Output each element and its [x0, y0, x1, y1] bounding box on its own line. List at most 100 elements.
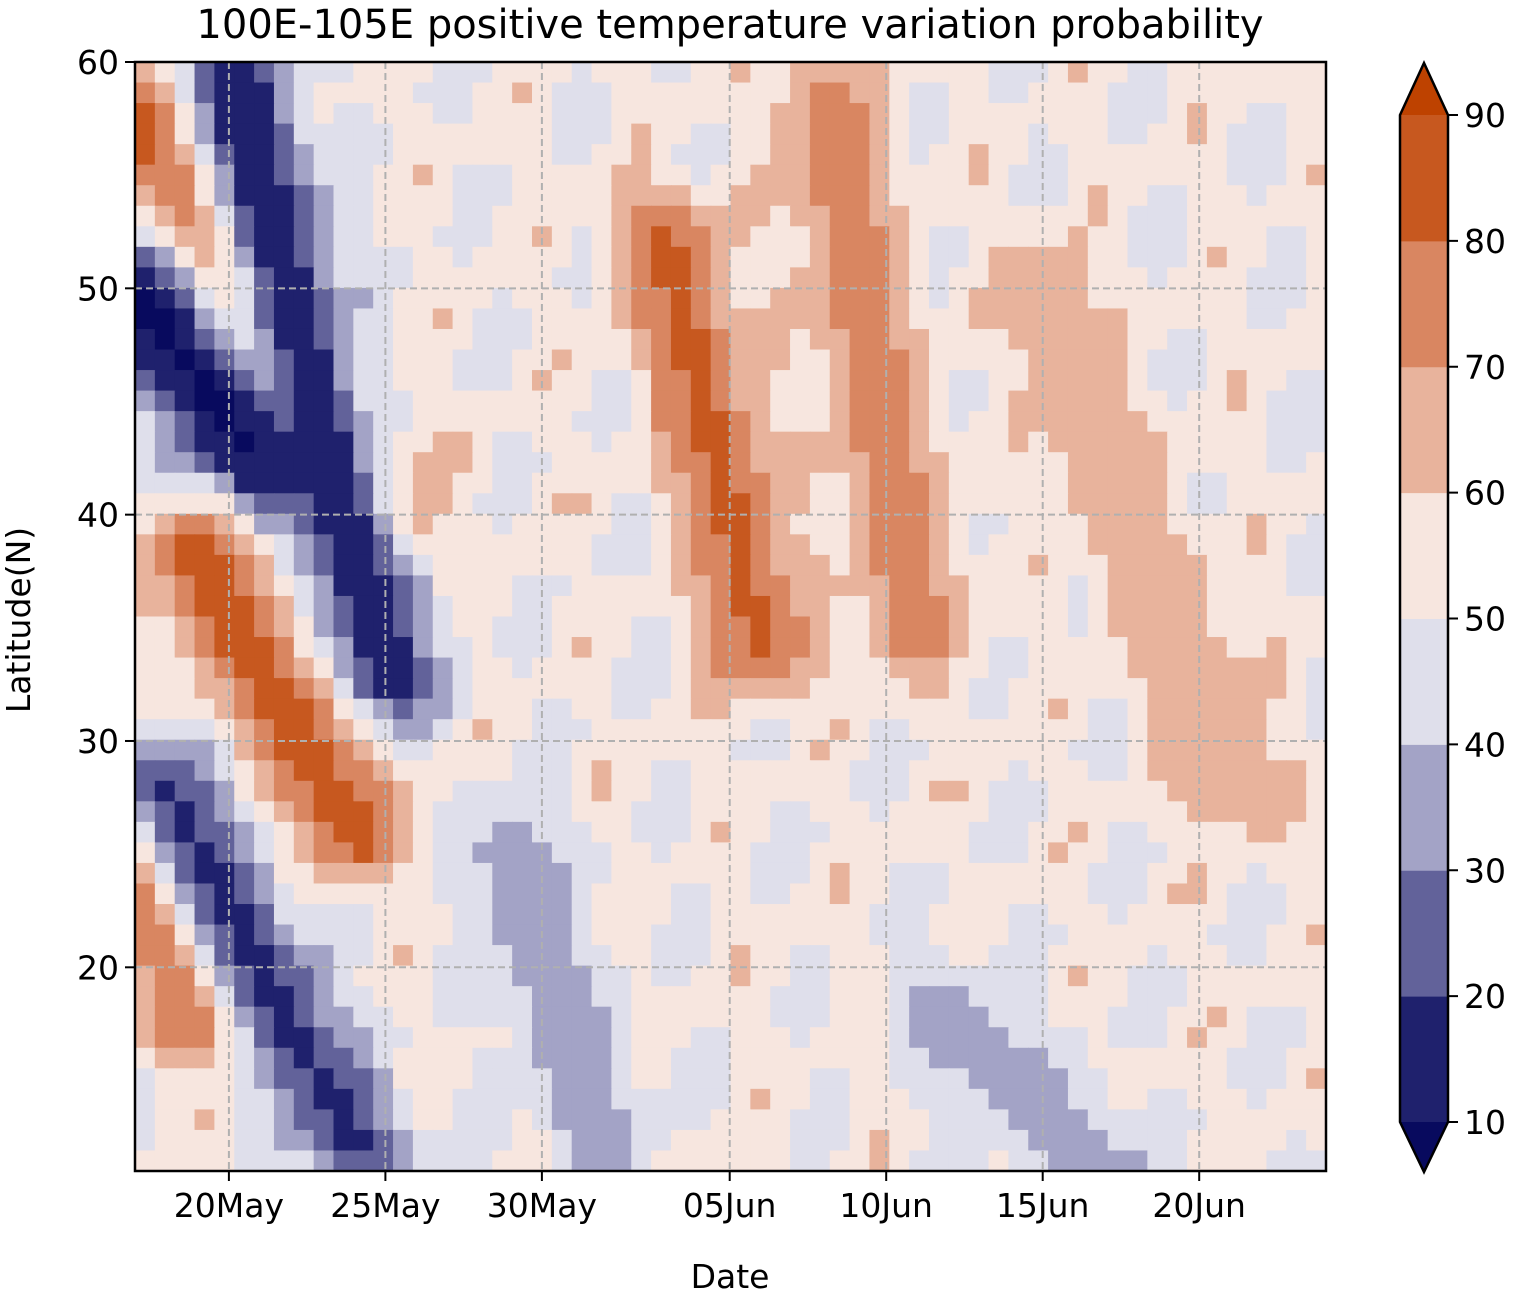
heatmap-cell [135, 493, 156, 515]
heatmap-cell [571, 390, 593, 412]
heatmap-cell [313, 862, 335, 885]
heatmap-cell [333, 1027, 354, 1049]
heatmap-cell [750, 965, 771, 987]
heatmap-cell [1087, 370, 1109, 392]
heatmap-cell [412, 637, 434, 659]
heatmap-cell [1246, 780, 1268, 802]
heatmap-cell [1226, 164, 1248, 186]
heatmap-cell [1107, 390, 1129, 412]
heatmap-cell [1306, 1088, 1326, 1110]
heatmap-cell [869, 308, 890, 330]
heatmap-cell [750, 185, 771, 207]
heatmap-cell [412, 801, 434, 823]
heatmap-cell [313, 349, 335, 371]
heatmap-cell [194, 1006, 215, 1028]
heatmap-cell [452, 246, 474, 268]
heatmap-cell [333, 760, 354, 782]
heatmap-cell [1147, 1027, 1168, 1049]
heatmap-cell [750, 1088, 771, 1110]
heatmap-cell [393, 1006, 414, 1028]
heatmap-cell [551, 657, 573, 679]
heatmap-cell [1127, 62, 1148, 84]
heatmap-cell [353, 1006, 374, 1028]
x-tick-label: 30May [487, 1186, 597, 1225]
heatmap-cell [770, 164, 791, 186]
heatmap-cell [154, 472, 176, 494]
heatmap-cell [472, 267, 493, 289]
heatmap-cell [194, 1027, 215, 1049]
heatmap-cell [1206, 1047, 1228, 1069]
heatmap-cell [313, 1006, 335, 1028]
heatmap-cell [1147, 328, 1168, 351]
heatmap-cell [1266, 452, 1287, 474]
heatmap-cell [234, 821, 255, 844]
heatmap-cell [1107, 637, 1129, 659]
heatmap-cell [313, 328, 335, 351]
heatmap-cell [829, 452, 851, 474]
heatmap-cell [1147, 719, 1168, 741]
heatmap-cell [770, 842, 791, 864]
heatmap-cell [373, 986, 394, 1008]
heatmap-cell [412, 390, 434, 412]
heatmap-cell [889, 349, 910, 371]
heatmap-cell [730, 246, 751, 268]
heatmap-cell [1286, 144, 1307, 166]
heatmap-cell [174, 452, 196, 474]
heatmap-cell [293, 1068, 315, 1090]
heatmap-cell [849, 904, 871, 926]
heatmap-cell [869, 986, 890, 1008]
heatmap-cell [393, 1068, 414, 1090]
heatmap-cell [1008, 1068, 1029, 1090]
heatmap-cell [333, 904, 354, 926]
heatmap-cell [909, 513, 930, 535]
heatmap-cell [214, 883, 235, 905]
heatmap-cell [1266, 554, 1287, 577]
heatmap-cell [1306, 575, 1326, 597]
heatmap-cell [1266, 780, 1287, 802]
heatmap-cell [1167, 698, 1188, 720]
heatmap-cell [1246, 267, 1268, 289]
heatmap-cell [1306, 144, 1326, 166]
heatmap-cell [710, 965, 732, 987]
heatmap-cell [412, 739, 434, 761]
heatmap-cell [690, 1088, 712, 1110]
heatmap-cell [968, 904, 990, 926]
heatmap-cell [492, 678, 513, 700]
heatmap-cell [929, 760, 950, 782]
heatmap-cell [770, 965, 791, 987]
heatmap-cell [631, 924, 652, 946]
heatmap-cell [1087, 1027, 1109, 1049]
heatmap-cell [889, 1109, 910, 1131]
heatmap-cell [948, 1129, 970, 1152]
heatmap-cell [1107, 1088, 1129, 1110]
heatmap-cell [293, 452, 315, 474]
heatmap-cell [690, 616, 712, 638]
heatmap-cell [571, 924, 593, 946]
heatmap-cell [869, 267, 890, 289]
heatmap-cell [353, 1068, 374, 1090]
heatmap-cell [1167, 780, 1188, 802]
heatmap-cell [929, 986, 950, 1008]
heatmap-cell [929, 1088, 950, 1110]
heatmap-cell [373, 246, 394, 268]
heatmap-cell [472, 62, 493, 84]
heatmap-cell [948, 431, 970, 453]
heatmap-cell [670, 965, 692, 987]
heatmap-cell [194, 452, 215, 474]
heatmap-cell [194, 226, 215, 248]
heatmap-cell [909, 945, 930, 967]
heatmap-cell [1048, 698, 1069, 720]
heatmap-cell [809, 801, 831, 823]
heatmap-cell [730, 103, 751, 125]
heatmap-cell [809, 904, 831, 926]
heatmap-cell [472, 431, 493, 453]
heatmap-cell [412, 1027, 434, 1049]
heatmap-cell [353, 226, 374, 248]
heatmap-cell [1286, 287, 1307, 310]
heatmap-cell [730, 575, 751, 597]
heatmap-cell [492, 328, 513, 351]
heatmap-cell [710, 554, 732, 577]
heatmap-cell [432, 185, 454, 207]
heatmap-cell [651, 390, 672, 412]
heatmap-cell [333, 616, 354, 638]
